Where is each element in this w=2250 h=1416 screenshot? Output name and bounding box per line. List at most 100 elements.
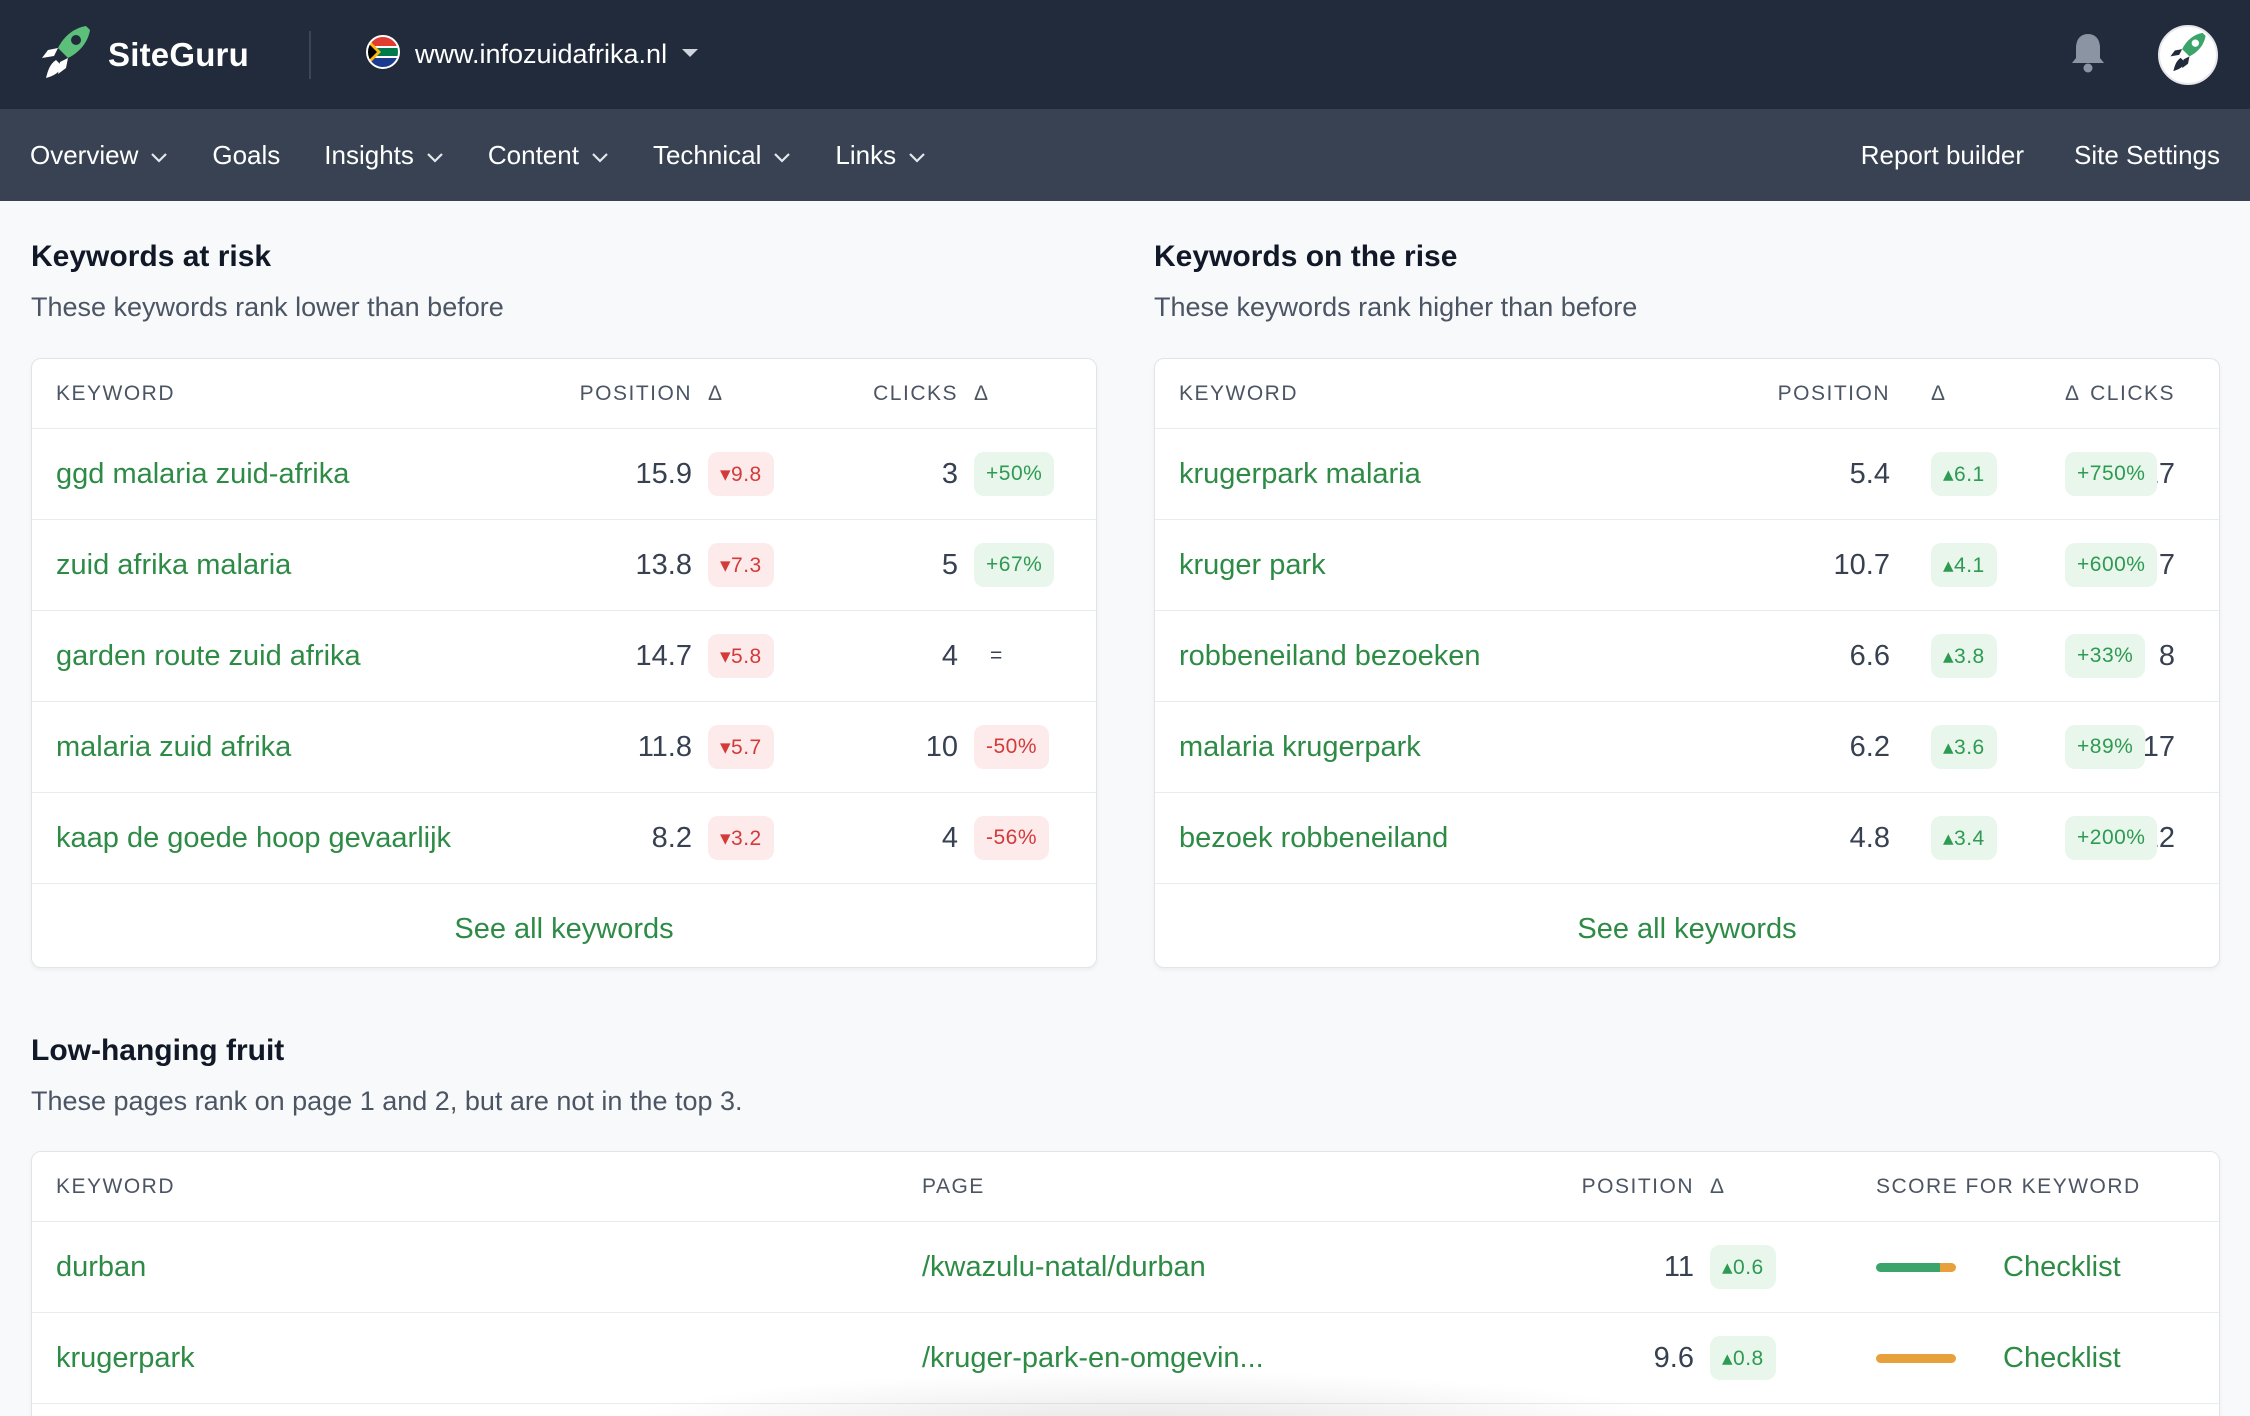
page-link[interactable]: /kruger-park-en-omgevin... — [922, 1341, 1264, 1374]
see-all-keywords-link[interactable]: See all keywords — [1577, 912, 1797, 945]
table-row: krugerpark malaria 5.4 ▴6.1 17 +750% — [1155, 429, 2219, 520]
clicks-delta-cell: +33% — [2065, 611, 2146, 701]
keyword-link[interactable]: krugerpark malaria — [1179, 457, 1421, 490]
table-row: bezoek robbeneiland 4.8 ▴3.4 12 +200% — [1155, 793, 2219, 884]
keyword-link[interactable]: kruger park — [1179, 548, 1326, 581]
score-bar-fill — [1876, 1262, 1940, 1272]
caret-down-icon — [681, 46, 699, 64]
col-clicks-delta: Δ — [2065, 381, 2081, 405]
nav-goals[interactable]: Goals — [212, 140, 280, 171]
col-position-delta: Δ — [1710, 1174, 1726, 1198]
keyword-link[interactable]: bezoek robbeneiland — [1179, 821, 1449, 854]
col-position-delta: Δ — [1931, 381, 1947, 405]
position-delta-badge: ▴3.8 — [1931, 634, 1997, 678]
section-subtitle: These keywords rank higher than before — [1154, 292, 1638, 322]
rocket-avatar-icon — [2166, 30, 2210, 79]
keyword-link[interactable]: garden route zuid afrika — [56, 639, 361, 672]
clicks-value: 10 — [925, 730, 958, 763]
clicks-delta-badge: +33% — [2065, 634, 2146, 678]
keyword-link[interactable]: durban — [56, 1250, 147, 1283]
position-delta-badge: ▾5.7 — [708, 725, 774, 769]
nav-content[interactable]: Content — [488, 140, 609, 171]
keyword-link[interactable]: ggd malaria zuid-afrika — [56, 457, 350, 490]
score-cell — [1876, 1222, 1956, 1312]
site-selector[interactable]: www.infozuidafrika.nl — [365, 34, 699, 75]
top-divider — [308, 30, 311, 79]
nav-goals-label: Goals — [212, 139, 281, 170]
position-delta-badge: ▴4.1 — [1931, 543, 1997, 587]
table-row: ggd malaria zuid-afrika 15.9 ▾9.8 3 +50% — [32, 429, 1096, 520]
table-body: durban/kwazulu-natal/durban 11 ▴0.6 Checkli… — [32, 1222, 2219, 1404]
score-bar — [1876, 1262, 1956, 1272]
see-all-row: See all keywords — [1155, 884, 2219, 967]
position-delta-badge: ▾9.8 — [708, 452, 774, 496]
clicks-delta-badge: +600% — [2065, 543, 2158, 587]
col-position-delta: Δ — [708, 381, 724, 405]
position-value: 5.4 — [1849, 457, 1890, 490]
clicks-delta-cell: -56% — [974, 793, 1050, 883]
clicks-delta-badge: +50% — [974, 452, 1055, 496]
position-delta-cell: ▴3.4 — [1931, 793, 1997, 883]
position-delta-badge: ▴6.1 — [1931, 452, 1997, 496]
table-row: krugerpark/kruger-park-en-omgevin... 9.6 ▴… — [32, 1313, 2219, 1404]
low-hanging-fruit-header: Low-hanging fruit These pages rank on pa… — [31, 1034, 743, 1117]
nav-insights[interactable]: Insights — [324, 140, 444, 171]
nav-overview-label: Overview — [30, 139, 139, 170]
position-delta-cell: ▴3.6 — [1931, 702, 1997, 792]
position-value: 8.2 — [651, 821, 692, 854]
keyword-link[interactable]: malaria zuid afrika — [56, 730, 292, 763]
table-row: kruger park 10.7 ▴4.1 7 +600% — [1155, 520, 2219, 611]
nav-insights-label: Insights — [324, 139, 414, 170]
table-row: malaria krugerpark 6.2 ▴3.6 17 +89% — [1155, 702, 2219, 793]
position-value: 4.8 — [1849, 821, 1890, 854]
position-value: 6.2 — [1849, 730, 1890, 763]
nav-overview[interactable]: Overview — [30, 140, 168, 171]
keywords-at-risk-table: KEYWORD POSITION Δ CLICKS Δ ggd malaria … — [31, 358, 1097, 968]
keyword-link[interactable]: robbeneiland bezoeken — [1179, 639, 1481, 672]
position-delta-badge: ▾3.2 — [708, 816, 774, 860]
table-row: zuid afrika malaria 13.8 ▾7.3 5 +67% — [32, 520, 1096, 611]
position-delta-cell: ▾7.3 — [708, 520, 774, 610]
brand[interactable]: SiteGuru — [38, 22, 249, 87]
clicks-delta-badge: -50% — [974, 725, 1050, 769]
col-keyword: KEYWORD — [56, 381, 176, 405]
nav-technical[interactable]: Technical — [653, 140, 791, 171]
clicks-delta-cell: +67% — [974, 520, 1055, 610]
main-nav: Overview Goals Insights Content Technica… — [0, 109, 2250, 201]
keyword-link[interactable]: kaap de goede hoop gevaarlijk — [56, 821, 452, 854]
clicks-delta-cell: +600% — [2065, 520, 2158, 610]
nav-report-builder[interactable]: Report builder — [1860, 139, 2025, 170]
col-keyword: KEYWORD — [1179, 381, 1299, 405]
notification-bell-icon[interactable] — [2068, 30, 2108, 79]
page-link[interactable]: /kwazulu-natal/durban — [922, 1250, 1206, 1283]
table-row: malaria zuid afrika 11.8 ▾5.7 10 -50% — [32, 702, 1096, 793]
site-url: www.infozuidafrika.nl — [414, 39, 668, 69]
see-all-keywords-link[interactable]: See all keywords — [454, 912, 674, 945]
nav-links[interactable]: Links — [835, 140, 926, 171]
clicks-value: 7 — [2158, 548, 2175, 581]
clicks-delta-badge: +750% — [2065, 452, 2158, 496]
top-bar: SiteGuru www.infozuidafrika.nl — [0, 0, 2250, 109]
chevron-down-icon — [908, 140, 926, 171]
position-delta-cell: ▴0.6 — [1710, 1222, 1776, 1312]
clicks-delta-cell: = — [974, 611, 1019, 701]
checklist-link[interactable]: Checklist — [2003, 1341, 2121, 1374]
keyword-link[interactable]: krugerpark — [56, 1341, 195, 1374]
clicks-value: 8 — [2158, 639, 2175, 672]
col-clicks: CLICKS — [2090, 381, 2175, 405]
nav-site-settings[interactable]: Site Settings — [2074, 139, 2220, 170]
position-delta-cell: ▾9.8 — [708, 429, 774, 519]
position-value: 11 — [1663, 1250, 1694, 1283]
position-value: 11.8 — [637, 730, 692, 763]
keyword-link[interactable]: malaria krugerpark — [1179, 730, 1421, 763]
nav-technical-label: Technical — [652, 139, 762, 170]
chevron-down-icon — [426, 140, 444, 171]
clicks-delta-badge: -56% — [974, 816, 1050, 860]
see-all-row: See all keywords — [32, 884, 1096, 967]
section-subtitle: These pages rank on page 1 and 2, but ar… — [31, 1086, 743, 1116]
clicks-delta-cell: -50% — [974, 702, 1050, 792]
keyword-link[interactable]: zuid afrika malaria — [56, 548, 292, 581]
checklist-link[interactable]: Checklist — [2003, 1250, 2121, 1283]
user-avatar[interactable] — [2158, 24, 2218, 85]
position-value: 14.7 — [635, 639, 692, 672]
